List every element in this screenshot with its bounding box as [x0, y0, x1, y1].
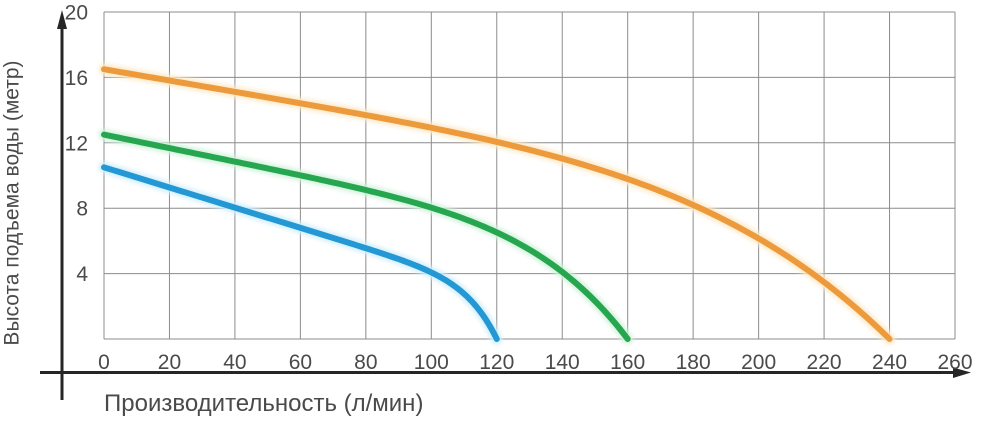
- svg-text:20: 20: [158, 351, 181, 374]
- svg-text:60: 60: [289, 351, 312, 374]
- svg-text:80: 80: [354, 351, 377, 374]
- svg-text:40: 40: [223, 351, 246, 374]
- svg-text:140: 140: [545, 351, 580, 374]
- svg-text:20: 20: [65, 2, 88, 25]
- svg-text:4: 4: [76, 263, 88, 286]
- svg-text:200: 200: [741, 351, 776, 374]
- svg-text:12: 12: [65, 132, 88, 155]
- svg-text:160: 160: [610, 351, 645, 374]
- svg-text:16: 16: [65, 67, 88, 90]
- svg-text:220: 220: [807, 351, 842, 374]
- svg-text:0: 0: [98, 351, 110, 374]
- svg-text:8: 8: [76, 198, 88, 221]
- svg-text:240: 240: [872, 351, 907, 374]
- svg-text:180: 180: [676, 351, 711, 374]
- svg-text:120: 120: [479, 351, 514, 374]
- svg-text:260: 260: [937, 351, 972, 374]
- svg-text:100: 100: [414, 351, 449, 374]
